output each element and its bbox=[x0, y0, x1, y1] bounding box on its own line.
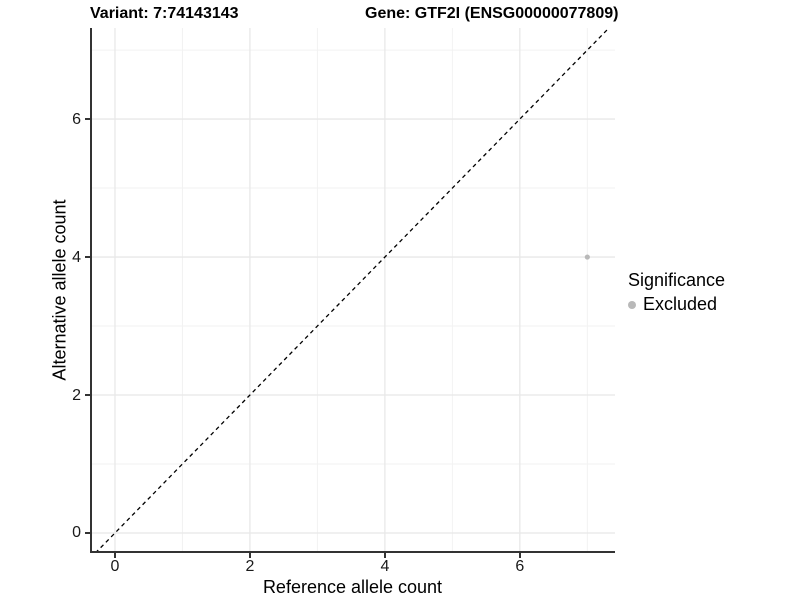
legend: Significance Excluded bbox=[628, 270, 725, 315]
y-axis-tick-label: 0 bbox=[72, 524, 81, 542]
y-axis-tick-mark bbox=[85, 394, 90, 397]
legend-item-excluded: Excluded bbox=[628, 294, 725, 315]
x-axis-tick-mark bbox=[113, 553, 116, 558]
plot-title-gene: Gene: GTF2I (ENSG00000077809) bbox=[365, 5, 619, 22]
y-axis-title: Alternative allele count bbox=[49, 199, 70, 381]
x-axis-title: Reference allele count bbox=[262, 577, 443, 597]
legend-title: Significance bbox=[628, 270, 726, 290]
legend-item-label: Excluded bbox=[643, 294, 718, 314]
y-axis-tick-mark bbox=[85, 531, 90, 534]
legend-key-circle-icon bbox=[628, 300, 636, 309]
x-axis-tick-label: 0 bbox=[110, 558, 120, 575]
plot-title-variant: Variant: 7:74143143 bbox=[90, 5, 239, 22]
x-axis-tick-label: 4 bbox=[380, 558, 390, 575]
x-axis-tick-mark bbox=[248, 553, 251, 558]
x-axis-tick-label: 2 bbox=[245, 558, 255, 575]
x-axis-tick-mark bbox=[518, 553, 521, 558]
plot-canvas bbox=[90, 28, 615, 553]
x-axis-tick-mark bbox=[383, 553, 386, 558]
y-axis-tick-label: 4 bbox=[72, 248, 81, 266]
x-axis-tick-label: 6 bbox=[515, 558, 525, 575]
data-point bbox=[584, 254, 590, 260]
y-axis-tick-label: 6 bbox=[72, 110, 81, 128]
y-axis-tick-mark bbox=[85, 256, 90, 259]
y-axis-tick-label: 2 bbox=[72, 386, 81, 404]
identity-dashed-line bbox=[94, 28, 610, 553]
y-axis-tick-mark bbox=[85, 118, 90, 121]
plot-panel bbox=[90, 28, 615, 553]
